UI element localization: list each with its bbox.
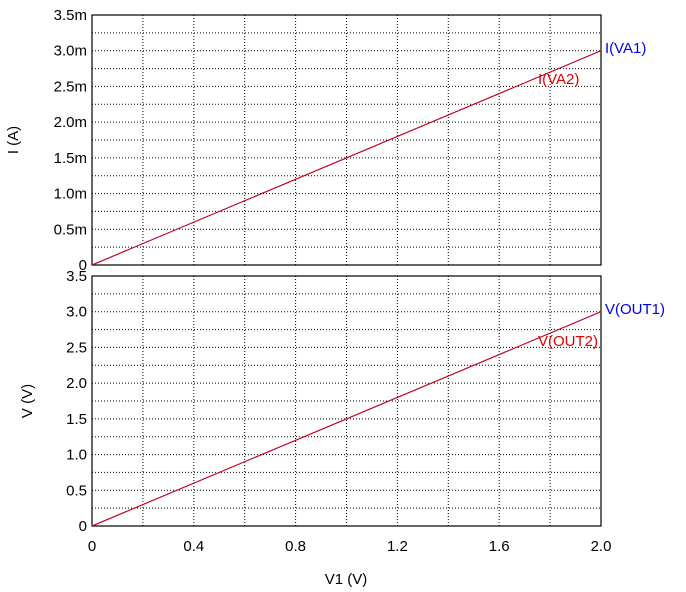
y-tick-label: 3.5m (54, 7, 87, 24)
y-tick-label: 1.0m (54, 186, 87, 203)
y-tick-label: 1.5 (66, 411, 87, 428)
y-tick-label: 1.5m (54, 150, 87, 167)
y-axis-label: I (A) (5, 126, 22, 154)
grid-lines (92, 276, 601, 526)
y-tick-label: 3.5 (66, 268, 87, 285)
y-tick-label: 2.0 (66, 375, 87, 392)
x-tick-label: 1.2 (387, 538, 408, 555)
trace-label-v-out2: V(OUT2) (538, 333, 598, 350)
y-tick-label: 2.5 (66, 339, 87, 356)
y-tick-label: 0 (79, 257, 87, 274)
x-tick-label: 1.6 (489, 538, 510, 555)
bottom-voltage-panel: 0 0.5 1.0 1.5 2.0 2.5 3.0 3.5 0 0.4 0.8 1.2 1.6 2.0 V … (19, 268, 665, 555)
x-axis-label: V1 (V) (325, 571, 368, 588)
x-tick-label: 0 (88, 538, 96, 555)
y-tick-label: 3.0m (54, 43, 87, 60)
trace-label-i-va1: I(VA1) (605, 40, 646, 57)
y-axis-label: V (V) (19, 384, 36, 418)
y-tick-label: 1.0 (66, 447, 87, 464)
y-tick-label: 2.0m (54, 114, 87, 131)
y-tick-label: 0.5m (54, 221, 87, 238)
y-tick-label: 3.0 (66, 304, 87, 321)
y-tick-label: 0 (79, 518, 87, 535)
series-line-i-va2 (91, 50, 602, 266)
trace-label-i-va2: I(VA2) (538, 71, 579, 88)
y-tick-label: 0.5 (66, 482, 87, 499)
top-current-panel: 0 0.5m 1.0m 1.5m 2.0m 2.5m 3.0m 3.5m I (A) I(VA1)… (5, 7, 646, 274)
x-tick-label: 0.4 (183, 538, 204, 555)
x-tick-label: 0.8 (285, 538, 306, 555)
trace-label-v-out1: V(OUT1) (605, 301, 665, 318)
y-tick-label: 2.5m (54, 78, 87, 95)
series-line-v-out2 (91, 311, 602, 527)
x-tick-label: 2.0 (591, 538, 612, 555)
